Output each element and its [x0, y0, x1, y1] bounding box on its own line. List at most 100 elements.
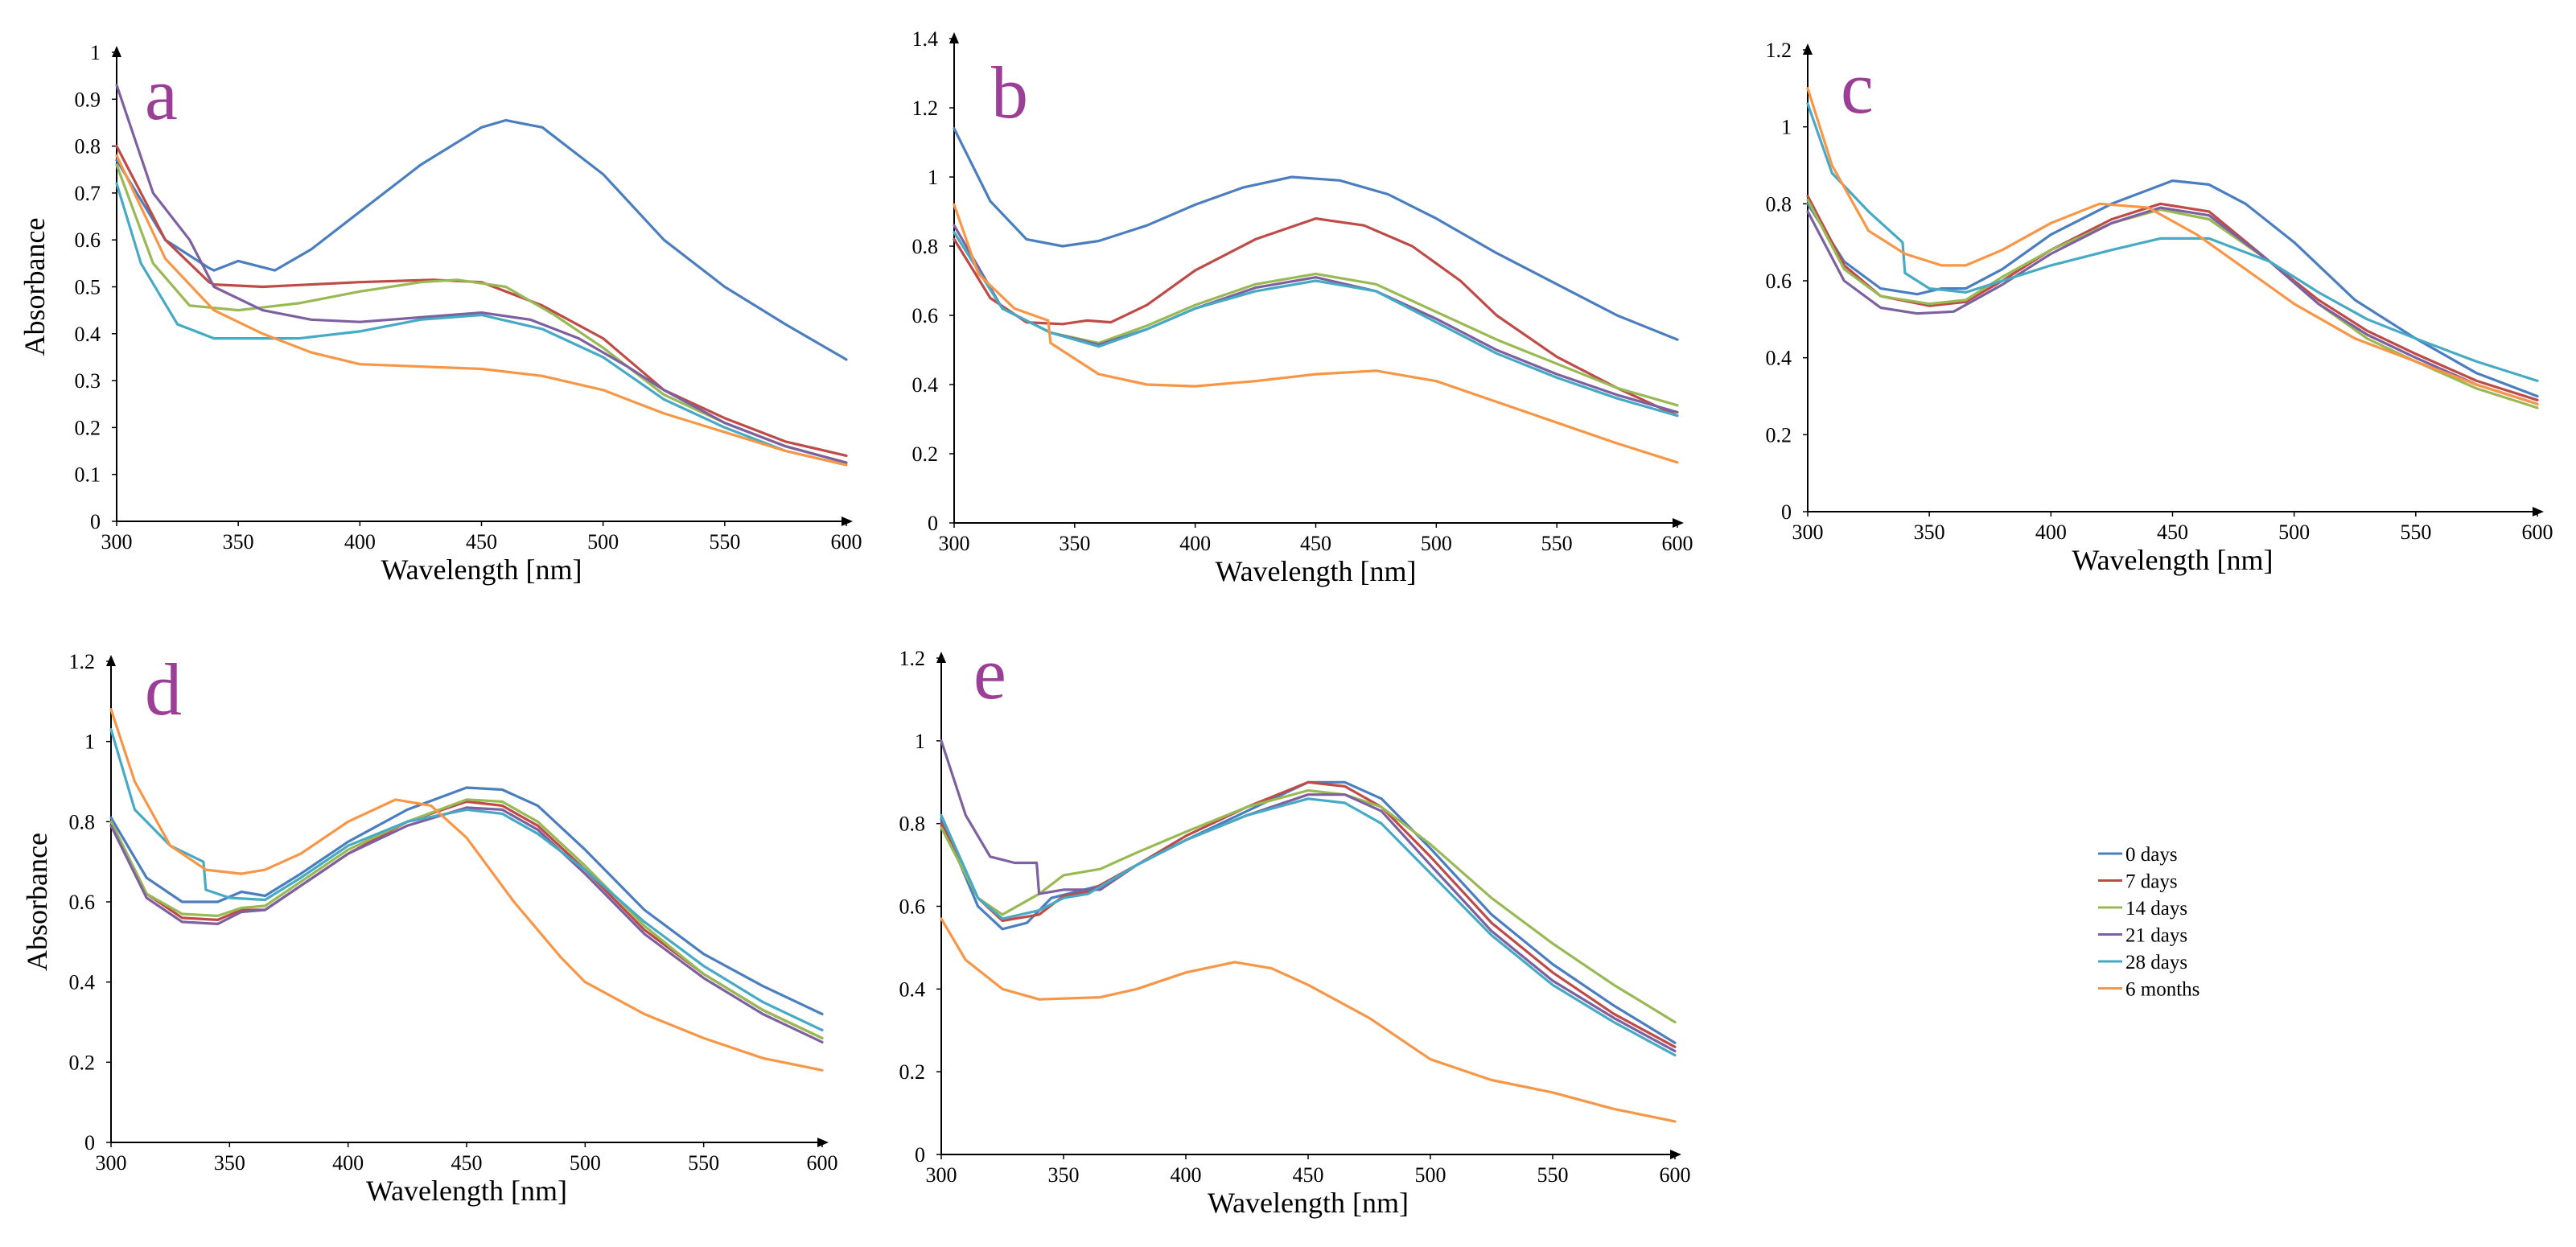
x-tick-label: 400 [2035, 521, 2067, 544]
series-line-14-days [940, 788, 1677, 1024]
legend-label: 0 days [2125, 844, 2178, 866]
y-tick-label: 0 [84, 1131, 95, 1154]
y-tick-label: 0 [915, 1143, 925, 1167]
series-line-21-days [115, 84, 848, 464]
y-tick-label: 0 [928, 512, 938, 535]
series-line-21-days [1806, 206, 2539, 405]
y-tick-label: 1.2 [69, 650, 96, 673]
x-tick-label: 450 [1300, 532, 1331, 555]
panel-label: e [973, 632, 1006, 714]
y-tick-label: 0.8 [69, 810, 96, 833]
x-axis-arrow [2533, 507, 2544, 516]
y-axis-arrow [936, 652, 946, 663]
series-line-28-days [1806, 102, 2539, 382]
series-line-14-days [115, 163, 848, 464]
legend-item: 7 days [2098, 871, 2178, 893]
x-tick-label: 400 [1179, 532, 1211, 555]
x-tick-label: 550 [709, 530, 740, 554]
x-tick-label: 300 [926, 1163, 957, 1187]
x-axis-label: Wavelength [nm] [2072, 544, 2273, 576]
y-tick-label: 0 [1781, 500, 1792, 524]
y-tick-label: 0.2 [899, 1060, 926, 1084]
legend-item: 28 days [2098, 952, 2187, 973]
x-tick-label: 500 [570, 1151, 601, 1175]
series-line-0-days [940, 780, 1677, 1044]
y-tick-label: 1.4 [912, 27, 939, 51]
y-tick-label: 0.6 [1766, 270, 1792, 293]
series-line-28-days [953, 231, 1679, 418]
y-tick-label: 0.9 [75, 88, 101, 111]
y-axis-label: Absorbance [21, 833, 53, 971]
x-tick-label: 350 [1914, 521, 1945, 544]
x-axis-label: Wavelength [nm] [366, 1175, 567, 1207]
y-tick-label: 0.7 [75, 182, 101, 205]
legend-item: 21 days [2098, 925, 2187, 947]
series-line-21-days [940, 739, 1677, 1053]
legend-item: 14 days [2098, 898, 2187, 920]
y-tick-label: 0.2 [912, 442, 939, 466]
series-line-0-days [109, 786, 824, 1016]
panel-label: d [145, 648, 182, 731]
legend-label: 21 days [2125, 925, 2187, 947]
x-tick-label: 300 [96, 1151, 127, 1175]
x-tick-label: 600 [1660, 1163, 1691, 1187]
y-tick-label: 0.6 [899, 895, 926, 919]
x-tick-label: 300 [939, 532, 970, 555]
y-tick-label: 0.4 [912, 373, 939, 397]
x-tick-label: 550 [1541, 532, 1573, 555]
series-line-7-days [1806, 195, 2539, 401]
x-axis-arrow [817, 1138, 829, 1147]
x-tick-label: 600 [1662, 532, 1693, 555]
x-tick-label: 450 [2157, 521, 2188, 544]
y-axis-arrow [112, 46, 121, 57]
series-line-28-days [940, 797, 1677, 1057]
x-tick-label: 300 [1792, 521, 1824, 544]
x-tick-label: 500 [1421, 532, 1452, 555]
x-axis-label: Wavelength [nm] [1215, 555, 1416, 587]
y-tick-label: 0.3 [75, 369, 101, 393]
panel-d: 300 350 400 450 500 550 600 0 0.2 0.4 0.6 0.8 1 1.2 Wa… [21, 648, 838, 1207]
series-line-7-days [115, 145, 848, 457]
y-tick-label: 0.8 [912, 235, 939, 258]
x-tick-label: 450 [451, 1151, 483, 1175]
y-tick-label: 0.8 [1766, 192, 1792, 216]
x-tick-label: 350 [223, 530, 254, 554]
x-axis-arrow [842, 516, 853, 526]
y-tick-label: 1.2 [899, 647, 926, 670]
chart-panels: 300 350 400 450 500 550 600 0 0.1 0.2 0.3 0.4 0.5 0.6… [19, 27, 2553, 1219]
x-tick-label: 550 [1537, 1163, 1569, 1187]
y-tick-label: 1 [1781, 116, 1792, 139]
y-tick-label: 0.5 [75, 276, 101, 299]
y-tick-label: 0.4 [899, 977, 926, 1001]
panel-a: 300 350 400 450 500 550 600 0 0.1 0.2 0.3 0.4 0.5 0.6… [19, 41, 862, 586]
y-tick-label: 1 [90, 41, 101, 64]
panel-c: 300 350 400 450 500 550 600 0 0.2 0.4 0.6 0.8 1 1.2 Wa… [1766, 39, 2553, 576]
series-line-6-months [115, 154, 848, 467]
y-tick-label: 1 [928, 166, 938, 189]
y-tick-label: 0.1 [75, 463, 101, 487]
legend-label: 7 days [2125, 871, 2178, 893]
panel-label: b [991, 51, 1028, 134]
y-tick-label: 0.4 [1766, 347, 1792, 370]
panel-b: 300 350 400 450 500 550 600 0 0.2 0.4 0.6 0.8 1 1.2 1.… [912, 27, 1693, 587]
x-tick-label: 500 [1415, 1163, 1446, 1187]
series-line-6-months [940, 917, 1677, 1123]
y-tick-label: 1 [915, 730, 925, 753]
x-tick-label: 550 [2400, 521, 2431, 544]
x-tick-label: 500 [587, 530, 619, 554]
x-axis-arrow [1670, 1150, 1681, 1159]
x-tick-label: 600 [2522, 521, 2553, 544]
series-line-6-months [109, 708, 824, 1072]
panel-e: 300 350 400 450 500 550 600 0 0.2 0.4 0.6 0.8 1 1.2 Wa… [899, 632, 1691, 1219]
y-tick-label: 1 [84, 731, 95, 754]
legend-item: 0 days [2098, 844, 2178, 866]
x-tick-label: 600 [831, 530, 862, 554]
series-line-6-months [953, 203, 1679, 464]
x-tick-label: 450 [1293, 1163, 1324, 1187]
y-tick-label: 0.2 [75, 416, 101, 439]
x-tick-label: 300 [101, 530, 133, 554]
x-tick-label: 400 [344, 530, 376, 554]
y-tick-label: 0.8 [75, 135, 101, 158]
y-tick-label: 0.2 [69, 1051, 96, 1074]
series-line-0-days [115, 118, 848, 361]
